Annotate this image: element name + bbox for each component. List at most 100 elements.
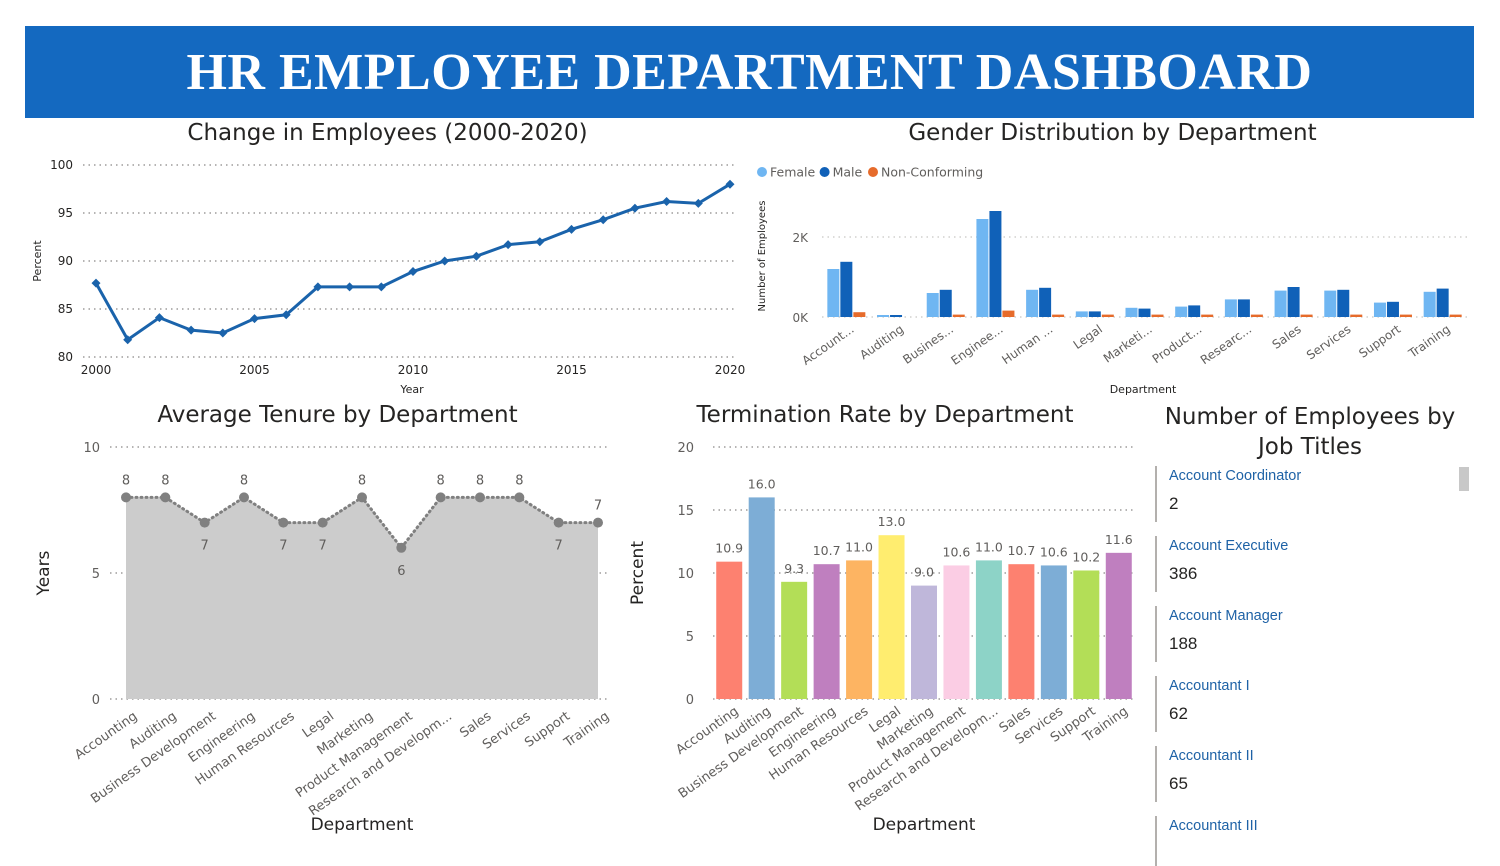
area-fill	[126, 497, 598, 699]
bar	[1274, 290, 1287, 317]
legend-label: Male	[833, 165, 863, 180]
bar	[877, 315, 890, 317]
data-point	[662, 196, 672, 206]
data-point	[567, 224, 576, 234]
data-point	[345, 282, 355, 292]
data-label: 10.9	[715, 541, 743, 556]
y-tick-label: 15	[677, 504, 694, 519]
x-tick-label: Product...	[1150, 322, 1205, 366]
legend-label: Female	[770, 165, 816, 180]
bar	[1337, 289, 1350, 317]
y-tick-label: 5	[686, 630, 694, 645]
data-label: 11.6	[1105, 532, 1133, 547]
job-titles-scrollbar[interactable]	[1459, 467, 1469, 491]
bar	[1105, 552, 1132, 699]
card-accent-bar	[1155, 606, 1157, 662]
x-tick-label: 2015	[556, 363, 587, 377]
job-title-label: Account Executive	[1169, 538, 1289, 554]
data-label: 10.6	[1040, 544, 1068, 559]
y-tick-label: 100	[50, 158, 73, 172]
bar	[975, 560, 1002, 699]
job-title-card[interactable]: Accountant III	[1155, 816, 1475, 866]
data-point	[630, 203, 640, 213]
data-label: 8	[161, 473, 169, 488]
job-title-card[interactable]: Account Executive 386	[1155, 536, 1475, 606]
data-point	[357, 492, 367, 503]
y-tick-label: 0	[92, 693, 100, 708]
job-title-card[interactable]: Accountant II 65	[1155, 746, 1475, 816]
job-title-card[interactable]: Account Coordinator 2	[1155, 466, 1475, 536]
bar	[1026, 289, 1039, 317]
y-tick-label: 95	[58, 206, 73, 220]
job-title-label: Account Coordinator	[1169, 468, 1302, 484]
data-label: 7	[555, 539, 563, 554]
bar	[952, 314, 965, 317]
bar	[1052, 314, 1065, 317]
tenure-title: Average Tenure by Department	[157, 402, 518, 428]
bar	[878, 535, 905, 699]
data-point	[435, 492, 446, 503]
job-title-count: 386	[1169, 564, 1198, 583]
bar	[1039, 287, 1052, 317]
data-point	[471, 251, 481, 261]
y-tick-label: 20	[677, 441, 694, 456]
x-tick-label: Human ...	[999, 322, 1055, 367]
y-axis-label: Number of Employees	[757, 201, 768, 312]
bar	[1138, 308, 1151, 317]
dashboard-banner: HR EMPLOYEE DEPARTMENT DASHBOARD	[25, 26, 1474, 118]
data-label: 8	[515, 473, 523, 488]
data-label: 8	[240, 473, 248, 488]
bar	[748, 497, 775, 699]
data-label: 13.0	[878, 514, 906, 529]
x-axis-label: Year	[399, 383, 424, 396]
data-label: 8	[122, 473, 130, 488]
bar	[716, 561, 743, 699]
data-point	[725, 179, 735, 189]
employees-change-title: Change in Employees (2000-2020)	[187, 120, 588, 146]
data-point	[396, 542, 407, 553]
legend-marker	[819, 167, 830, 177]
data-label: 10.7	[813, 543, 841, 558]
x-tick-label: 2000	[81, 363, 112, 377]
data-point	[154, 313, 164, 323]
data-point	[160, 492, 171, 503]
data-point	[440, 256, 450, 266]
bar	[813, 564, 840, 699]
data-point	[121, 492, 131, 503]
job-title-label: Accountant I	[1169, 678, 1250, 694]
bar	[1008, 564, 1035, 699]
data-label: 16.0	[748, 476, 776, 491]
y-tick-label: 0	[686, 693, 694, 708]
job-title-label: Accountant III	[1169, 818, 1258, 834]
job-title-card[interactable]: Accountant I 62	[1155, 676, 1475, 746]
data-label: 11.0	[975, 539, 1003, 554]
data-point	[313, 282, 323, 292]
job-title-label: Accountant II	[1169, 748, 1254, 764]
x-tick-label: Researc...	[1198, 322, 1254, 367]
x-tick-label: Sales	[1270, 322, 1304, 352]
bar	[1237, 299, 1250, 317]
gender-distribution-panel: Gender Distribution by Department 0K 2K Nu…	[750, 118, 1475, 403]
job-title-count: 65	[1169, 774, 1188, 793]
data-label: 8	[476, 473, 484, 488]
data-label: 10.6	[943, 544, 971, 559]
bar	[911, 585, 937, 699]
y-axis-label: Percent	[628, 541, 648, 605]
bar	[781, 581, 808, 699]
card-accent-bar	[1155, 466, 1157, 522]
job-titles-panel: Number of Employees by Job Titles	[1145, 400, 1475, 466]
job-title-card[interactable]: Account Manager 188	[1155, 606, 1475, 676]
job-title-count: 2	[1169, 494, 1179, 513]
y-tick-label: 0K	[792, 311, 809, 325]
data-point	[250, 314, 259, 324]
y-tick-label: 10	[83, 441, 100, 456]
data-point	[281, 310, 291, 320]
x-tick-label: Auditing	[857, 322, 906, 362]
job-titles-list[interactable]: Account Coordinator 2 Account Executive 386…	[1155, 466, 1475, 866]
x-tick-label: 2010	[398, 363, 429, 377]
data-label: 11.0	[845, 539, 873, 554]
bar	[939, 289, 952, 317]
data-point	[514, 492, 525, 503]
bar	[1073, 570, 1100, 699]
data-point	[123, 335, 133, 345]
